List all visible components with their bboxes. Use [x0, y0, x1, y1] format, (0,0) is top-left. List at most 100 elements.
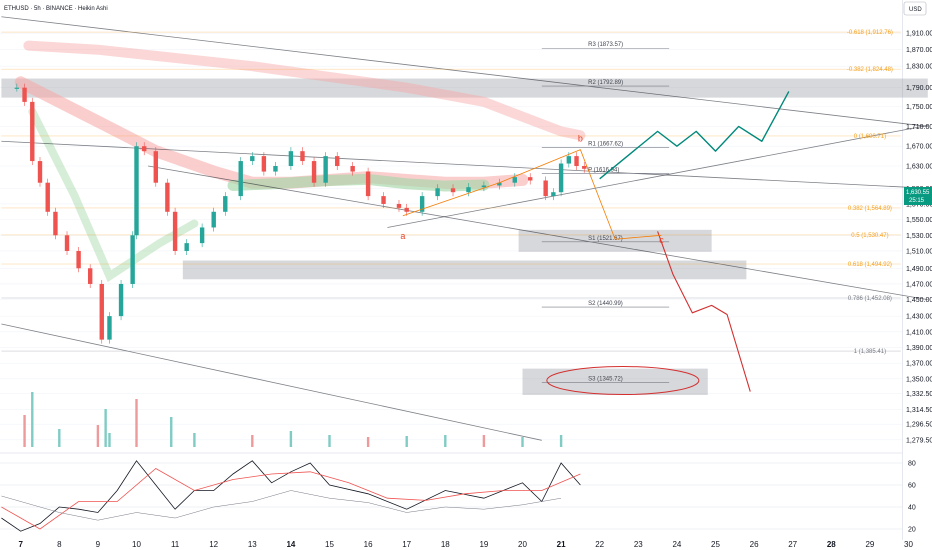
wave-label: b: [578, 133, 583, 143]
volume-bar: [135, 399, 138, 447]
candle: [273, 166, 278, 172]
time-tick: 9: [96, 540, 101, 549]
time-tick: 17: [402, 540, 411, 549]
bearish-projection: [657, 231, 751, 392]
trend-line: [387, 125, 928, 228]
time-tick: 21: [557, 540, 566, 549]
time-tick: 19: [479, 540, 488, 549]
price-tick: 1,370.00: [906, 361, 932, 368]
candle: [223, 196, 228, 212]
candle: [250, 156, 255, 162]
price-tick: 1,450.00: [906, 297, 932, 304]
candle: [45, 182, 50, 212]
candle: [30, 101, 35, 162]
price-tick: 1,790.00: [906, 85, 932, 92]
fib-label: 1 (1,385.41): [854, 349, 886, 355]
candle: [574, 156, 579, 167]
volume-bar: [405, 436, 408, 447]
candles: [14, 83, 587, 344]
osc-tick: 40: [908, 505, 916, 512]
volume-bar: [482, 435, 486, 447]
candle: [558, 163, 564, 193]
time-tick: 16: [364, 540, 373, 549]
fib-label: 0.618 (1,494.92): [848, 262, 892, 268]
fib-label: 0 (1,690.71): [854, 134, 886, 140]
trend-line: [148, 165, 928, 301]
volume-bar: [193, 433, 196, 447]
price-tick: 1,550.00: [906, 217, 932, 224]
time-tick: 8: [57, 540, 62, 549]
pivot-label: S3 (1345.72): [588, 376, 623, 382]
wave-label: a: [400, 231, 405, 241]
pivot-label: S2 (1440.99): [588, 301, 623, 307]
candle: [466, 187, 471, 193]
time-tick: 22: [595, 540, 604, 549]
volume-bar: [444, 435, 447, 447]
oscillator-pane: 80 60 40 20: [0, 460, 916, 534]
price-tick: 1,510.00: [906, 248, 932, 255]
last-price-tag: [904, 187, 932, 205]
candle: [543, 180, 548, 197]
osc-line: [1, 460, 581, 532]
candle: [582, 166, 587, 169]
candle: [261, 156, 267, 172]
price-tick: 1,470.00: [906, 281, 932, 288]
volume-bar: [31, 392, 34, 447]
volume-bar: [251, 435, 254, 447]
currency-box[interactable]: [903, 1, 927, 16]
volume-bar: [521, 437, 524, 447]
volume-bar: [289, 431, 293, 447]
candle: [323, 156, 328, 183]
candle: [288, 151, 294, 167]
price-tick: 1,530.00: [906, 233, 932, 240]
candle: [311, 161, 317, 183]
time-tick: 14: [286, 540, 295, 549]
last-price-countdown: 25:15: [909, 198, 925, 204]
trend-line: [1, 323, 542, 441]
osc-tick: 20: [908, 527, 916, 534]
time-tick: 24: [672, 540, 681, 549]
fib-label: -0.382 (1,824.48): [847, 67, 893, 73]
price-tick: 1,279.50: [906, 437, 932, 444]
candle: [130, 235, 135, 284]
ma-ribbon: [28, 107, 199, 283]
price-tick: 1,350.00: [906, 376, 932, 383]
time-tick: 25: [711, 540, 720, 549]
price-tick: 1,670.00: [906, 144, 932, 151]
price-tick: 1,410.00: [906, 329, 932, 336]
pivot-label: R3 (1873.57): [588, 42, 623, 48]
support-zone: [182, 260, 747, 280]
price-tick: 1,830.00: [906, 64, 932, 71]
pivot-label: R2 (1792.89): [588, 80, 623, 86]
abc-wave: [402, 149, 662, 240]
time-tick: 7: [18, 540, 23, 549]
candle: [134, 146, 139, 236]
candle: [142, 146, 147, 152]
candle: [450, 188, 456, 193]
price-tick: 1,296.50: [906, 422, 932, 429]
volume-bar: [170, 417, 173, 447]
volume-bar: [96, 425, 100, 447]
wave-label: c: [659, 235, 664, 245]
candle: [76, 250, 81, 269]
currency-label: USD: [909, 7, 922, 13]
trend-line: [1, 16, 928, 127]
ma-ribbon: [23, 40, 586, 141]
pivot-label: R1 (1667.62): [588, 141, 623, 147]
candle: [512, 177, 517, 183]
price-tick: 1,870.00: [906, 47, 932, 54]
price-tick: 1,630.00: [906, 164, 932, 171]
candle: [528, 177, 533, 181]
candle: [107, 316, 112, 340]
osc-line: [1, 468, 581, 530]
candle: [419, 196, 425, 212]
volume-bar: [23, 415, 26, 447]
candle: [350, 166, 355, 172]
candle: [396, 203, 402, 208]
candle: [566, 156, 572, 164]
last-price-value: 1,630.55: [906, 190, 930, 196]
candle: [481, 185, 487, 188]
time-tick: 18: [441, 540, 450, 549]
